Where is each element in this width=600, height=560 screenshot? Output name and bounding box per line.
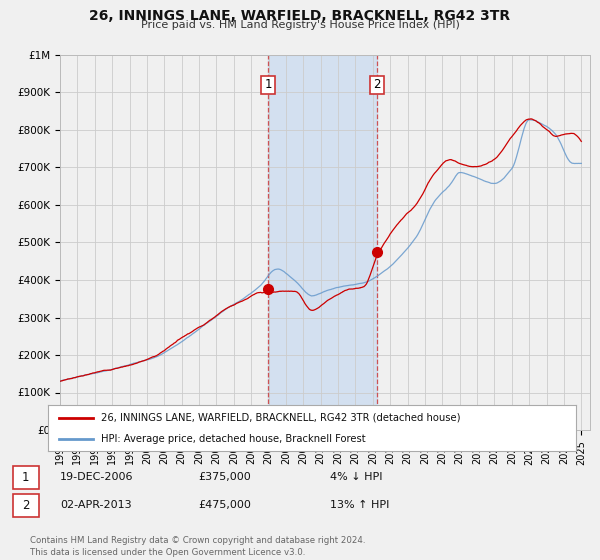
Text: 26, INNINGS LANE, WARFIELD, BRACKNELL, RG42 3TR (detached house): 26, INNINGS LANE, WARFIELD, BRACKNELL, R… (101, 413, 460, 423)
Bar (268, 55, 377, 430)
Text: HPI: Average price, detached house, Bracknell Forest: HPI: Average price, detached house, Brac… (101, 435, 365, 444)
Text: 13% ↑ HPI: 13% ↑ HPI (330, 500, 389, 510)
Text: Price paid vs. HM Land Registry's House Price Index (HPI): Price paid vs. HM Land Registry's House … (140, 20, 460, 30)
Text: 26, INNINGS LANE, WARFIELD, BRACKNELL, RG42 3TR: 26, INNINGS LANE, WARFIELD, BRACKNELL, R… (89, 9, 511, 23)
Text: 4% ↓ HPI: 4% ↓ HPI (330, 472, 383, 482)
Text: 2: 2 (373, 78, 381, 91)
Text: £375,000: £375,000 (198, 472, 251, 482)
Text: Contains HM Land Registry data © Crown copyright and database right 2024.
This d: Contains HM Land Registry data © Crown c… (30, 536, 365, 557)
Text: 02-APR-2013: 02-APR-2013 (60, 500, 131, 510)
Text: £475,000: £475,000 (198, 500, 251, 510)
Text: 19-DEC-2006: 19-DEC-2006 (60, 472, 133, 482)
Text: 2: 2 (22, 498, 29, 512)
Text: 1: 1 (22, 470, 29, 484)
Text: 1: 1 (264, 78, 272, 91)
